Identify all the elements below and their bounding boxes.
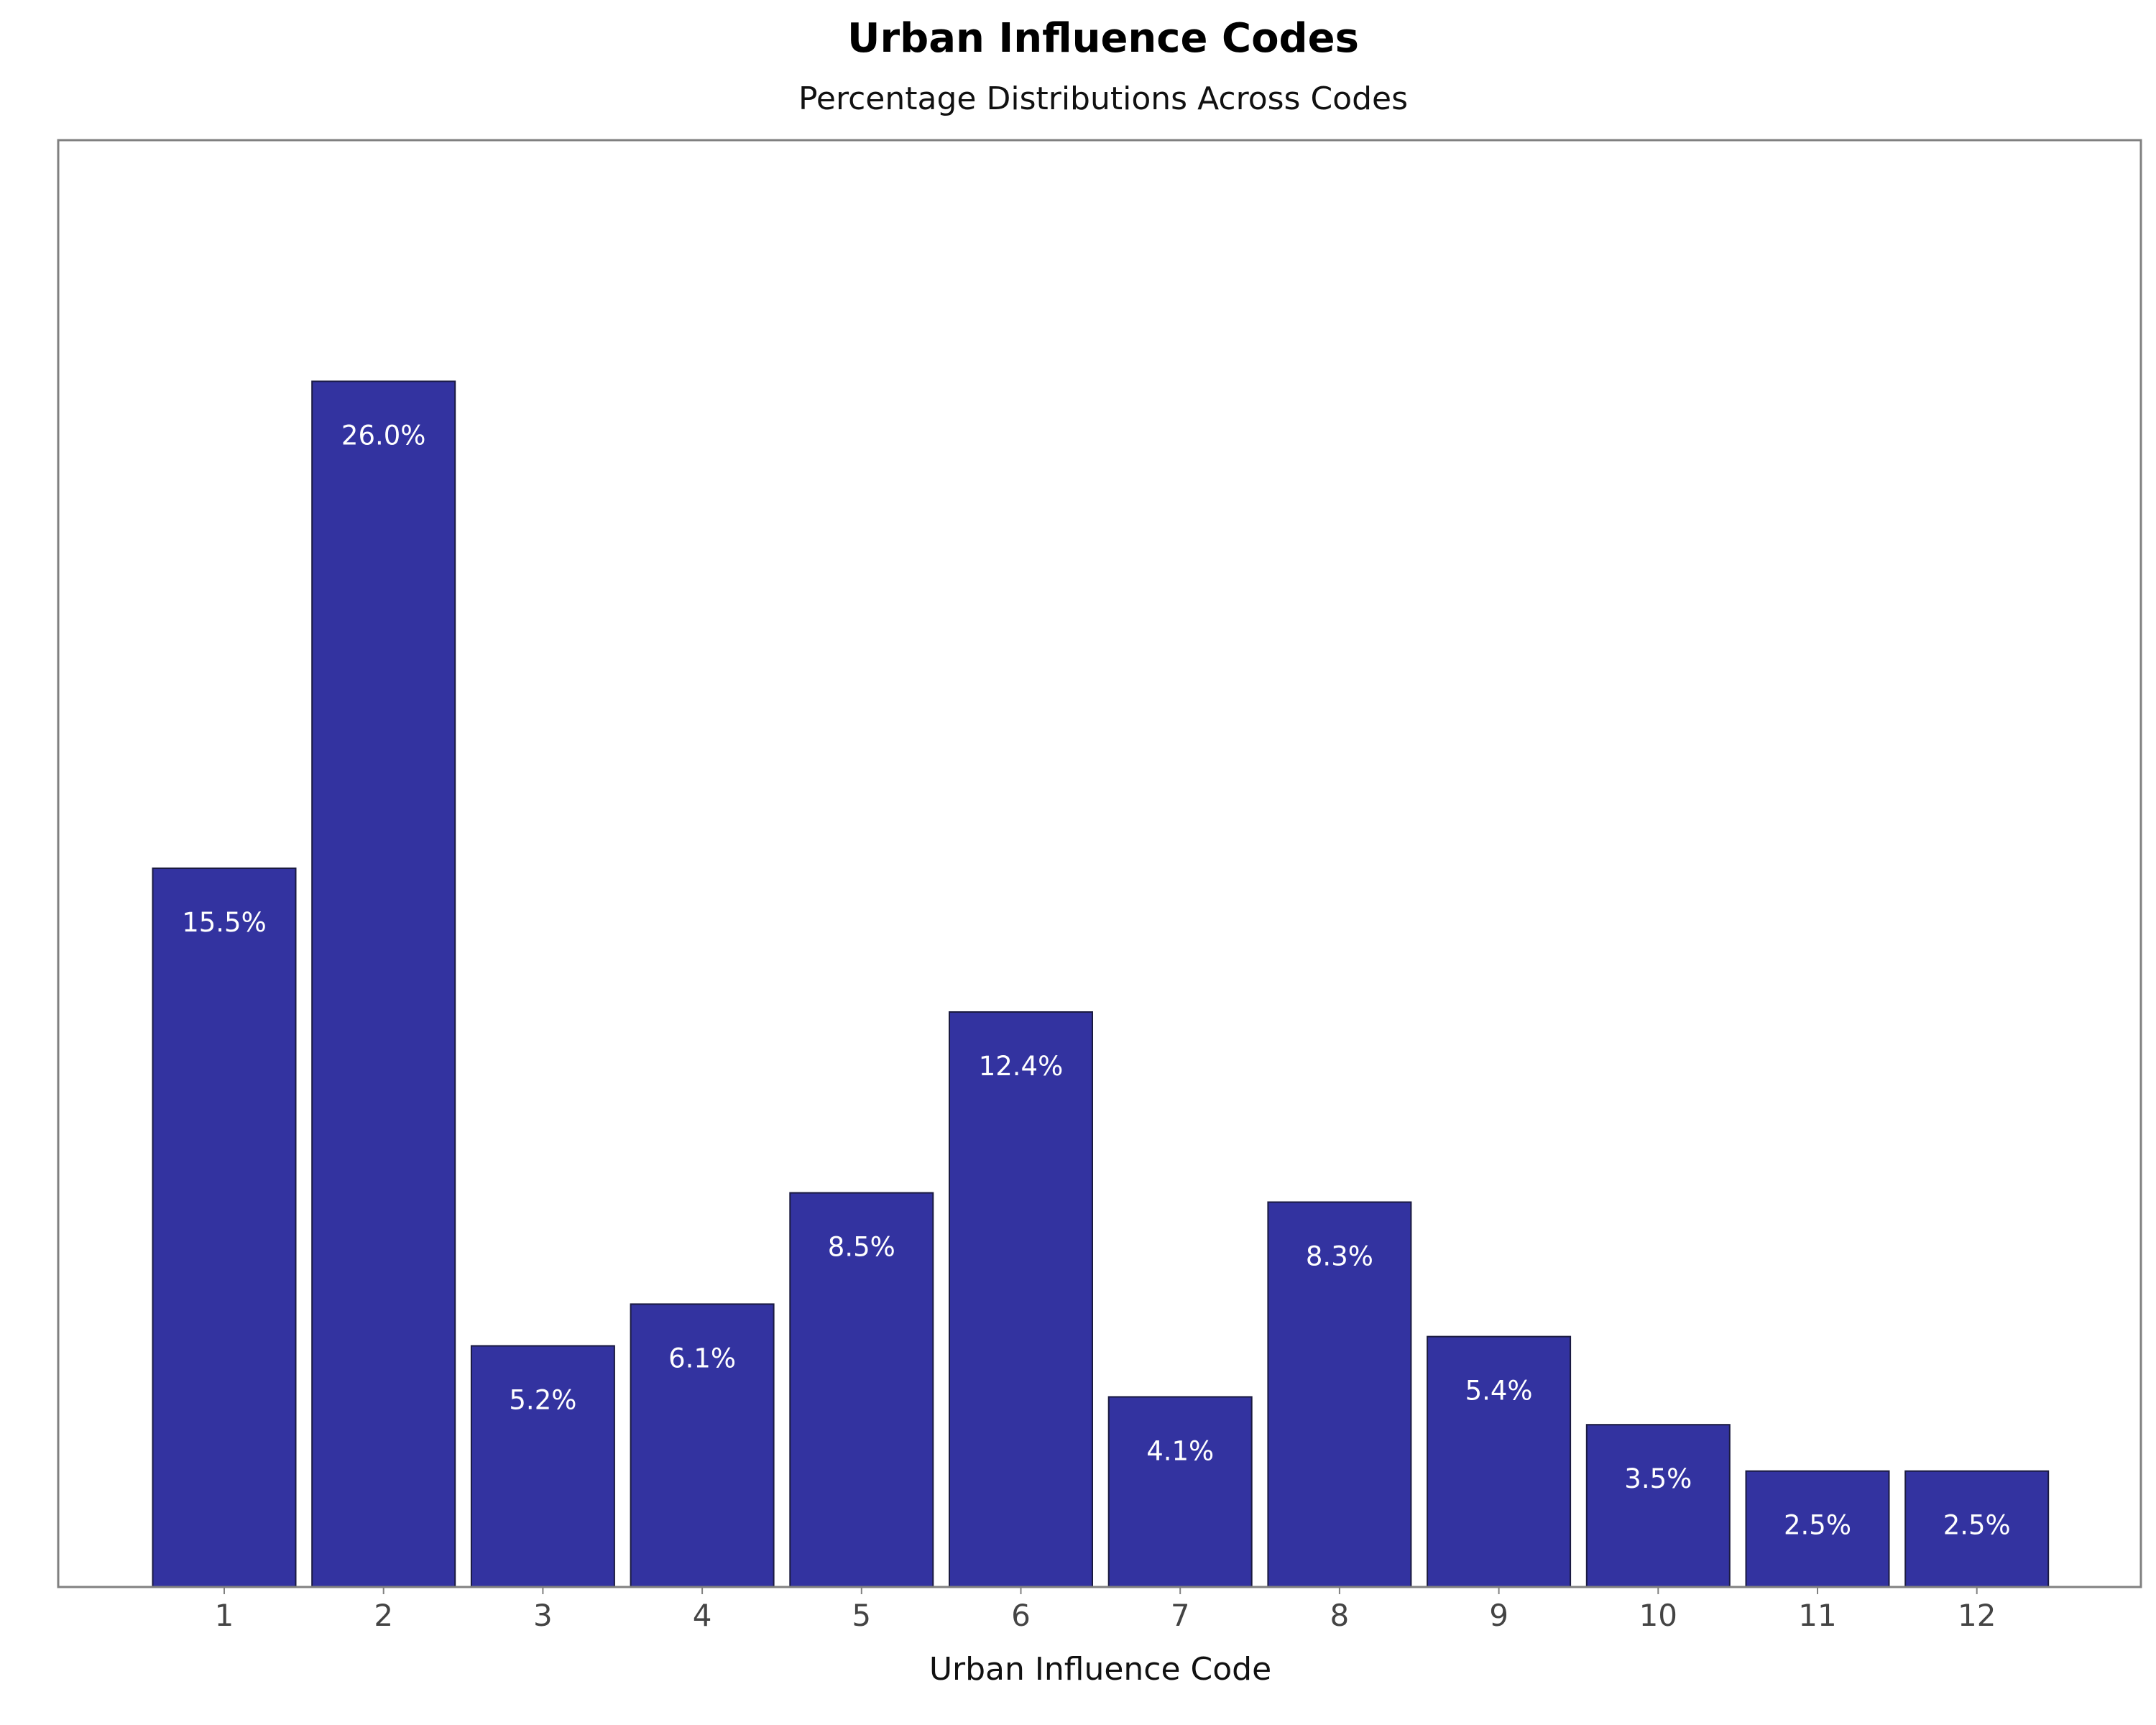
x-axis-ticks: 1 2 3 4 5 6 7 8 9 10 11 12 [215,1587,1996,1633]
x-tick-label-12: 12 [1958,1598,1996,1633]
bar-code-2 [311,380,456,1588]
x-axis-label: Urban Influence Code [929,1651,1271,1688]
bar-code-1 [152,868,297,1588]
bar-code-4 [630,1303,775,1588]
x-tick-label-4: 4 [693,1598,712,1633]
chart-subtitle: Percentage Distributions Across Codes [798,80,1408,117]
bar-value-label-8: 8.3% [1306,1241,1373,1272]
bar-value-label-3: 5.2% [509,1385,576,1416]
bar-value-label-6: 12.4% [979,1051,1064,1082]
bar-value-label-4: 6.1% [668,1343,736,1374]
x-tick-label-3: 3 [533,1598,553,1633]
x-tick-label-11: 11 [1798,1598,1836,1633]
bar-value-label-12: 2.5% [1943,1510,2011,1541]
x-tick-label-9: 9 [1489,1598,1508,1633]
bar-value-label-7: 4.1% [1146,1436,1214,1467]
bar-code-10 [1585,1424,1731,1588]
bar-code-3 [470,1345,615,1588]
bar-value-label-11: 2.5% [1784,1510,1851,1541]
bar-code-6 [949,1011,1093,1588]
x-tick-label-10: 10 [1639,1598,1677,1633]
bar-value-label-2: 26.0% [341,420,426,451]
bar-value-labels: 15.5% 26.0% 5.2% 6.1% 8.5% 12.4% 4.1% 8.3% 5.4% 3… [182,420,2010,1541]
bar-value-label-1: 15.5% [182,907,267,938]
x-tick-label-7: 7 [1171,1598,1190,1633]
bar-series [152,380,2050,1588]
bar-value-label-10: 3.5% [1624,1463,1692,1494]
bar-code-8 [1267,1201,1412,1588]
plot-frame [57,139,2142,1588]
x-tick-label-5: 5 [852,1598,871,1633]
bar-value-label-5: 8.5% [828,1232,895,1263]
bar-code-9 [1427,1335,1572,1588]
chart-title: Urban Influence Codes [847,15,1359,62]
bar-code-12 [1904,1470,2050,1588]
x-tick-label-1: 1 [215,1598,234,1633]
x-tick-label-8: 8 [1330,1598,1350,1633]
bar-value-label-9: 5.4% [1465,1376,1533,1407]
bar-code-7 [1107,1396,1253,1588]
x-tick-label-6: 6 [1011,1598,1031,1633]
x-tick-label-2: 2 [374,1598,393,1633]
